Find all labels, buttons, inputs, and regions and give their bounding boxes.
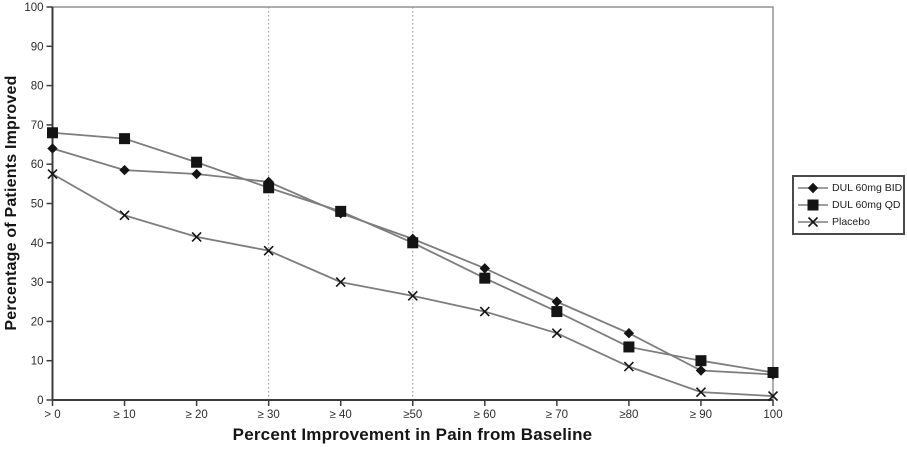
x-tick-label: > 0 — [44, 409, 60, 421]
square-marker-dul-60mg-qd — [623, 341, 635, 353]
diamond-marker-dul-60mg-bid — [119, 164, 130, 176]
x-marker-placebo — [623, 361, 634, 372]
y-tick-label: 80 — [31, 81, 44, 93]
x-axis-title: Percent Improvement in Pain from Baselin… — [232, 425, 593, 444]
diamond-marker-dul-60mg-bid — [479, 263, 490, 274]
legend-label: DUL 60mg BID — [832, 182, 903, 194]
diamond-marker-dul-60mg-bid — [191, 168, 202, 180]
x-marker-placebo — [191, 231, 202, 242]
y-tick-label: 30 — [31, 277, 44, 289]
x-tick-label: ≥ 40 — [330, 409, 352, 421]
series-line-dul-60mg-bid — [52, 147, 774, 376]
x-tick-label: ≥ 30 — [257, 409, 279, 421]
x-tick-label: ≥ 70 — [546, 409, 568, 421]
y-tick-label: 10 — [31, 356, 44, 368]
square-marker-dul-60mg-qd — [479, 272, 491, 284]
x-tick-label: ≥80 — [619, 409, 638, 421]
x-marker-icon — [798, 216, 828, 228]
square-marker-dul-60mg-qd — [263, 182, 275, 194]
x-marker-placebo — [551, 328, 562, 339]
legend-item-dul-60mg-bid: DUL 60mg BID — [798, 180, 903, 196]
x-tick-label: ≥ 20 — [185, 409, 207, 421]
legend-item-dul-60mg-qd: DUL 60mg QD — [798, 197, 901, 213]
square-marker-dul-60mg-qd — [695, 355, 707, 367]
square-marker-icon — [798, 199, 828, 211]
y-axis-title: Percentage of Patients Improved — [3, 75, 20, 331]
y-tick-label: 100 — [24, 2, 43, 14]
square-marker-dul-60mg-qd — [407, 237, 419, 249]
diamond-marker-dul-60mg-bid — [47, 143, 58, 154]
legend: DUL 60mg BID DUL 60mg QD Placebo — [792, 175, 905, 235]
x-tick-label: ≥ 10 — [113, 409, 135, 421]
x-marker-placebo — [479, 306, 490, 317]
legend-item-placebo: Placebo — [798, 214, 899, 230]
square-marker-dul-60mg-qd — [47, 127, 58, 139]
y-tick-label: 50 — [31, 199, 44, 211]
y-tick-label: 60 — [31, 159, 44, 171]
x-marker-placebo — [695, 387, 707, 398]
y-tick-label: 0 — [37, 395, 43, 407]
square-marker-dul-60mg-qd — [119, 133, 131, 145]
x-tick-label: ≥ 60 — [474, 409, 496, 421]
x-tick-label: 100 — [763, 409, 782, 421]
square-marker-dul-60mg-qd — [191, 156, 203, 168]
y-tick-label: 70 — [31, 120, 44, 132]
y-tick-label: 40 — [31, 238, 44, 250]
diamond-marker-icon — [798, 182, 828, 194]
diamond-marker — [807, 182, 819, 194]
x-marker-placebo — [335, 277, 346, 288]
legend-label: DUL 60mg QD — [832, 199, 901, 211]
x-tick-label: ≥ 90 — [690, 409, 712, 421]
square-marker — [807, 199, 819, 211]
diamond-marker-dul-60mg-bid — [623, 327, 635, 339]
y-tick-label: 90 — [31, 41, 44, 53]
x-marker-placebo — [119, 210, 130, 221]
x-marker — [807, 216, 819, 228]
square-marker-dul-60mg-qd — [335, 205, 347, 217]
x-marker-placebo — [767, 391, 779, 402]
square-marker-dul-60mg-qd — [551, 306, 563, 318]
square-marker-dul-60mg-qd — [767, 366, 779, 378]
x-marker-placebo — [263, 245, 274, 256]
x-marker-placebo — [47, 168, 58, 180]
diamond-marker-dul-60mg-bid — [695, 365, 707, 376]
x-marker-placebo — [407, 290, 418, 301]
diamond-marker-dul-60mg-bid — [551, 296, 563, 307]
series-line-dul-60mg-qd — [52, 131, 774, 374]
y-tick-label: 20 — [31, 316, 44, 328]
x-tick-label: ≥50 — [403, 409, 422, 421]
legend-label: Placebo — [832, 216, 870, 228]
